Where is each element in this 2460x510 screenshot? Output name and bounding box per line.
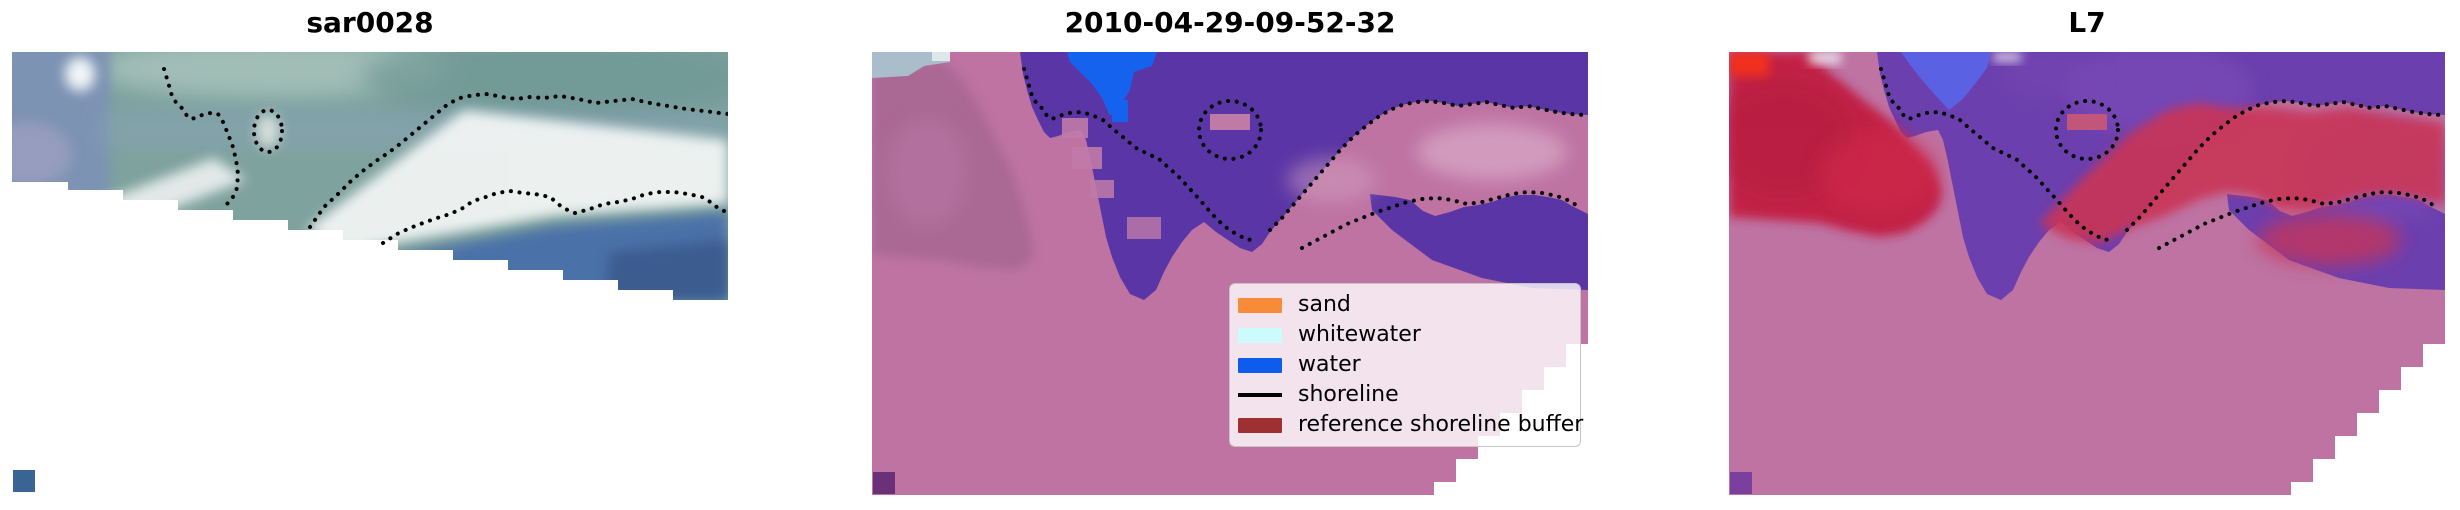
panel-l7: L7: [1729, 0, 2445, 510]
classified-loop-interior: [1210, 114, 1250, 130]
sar-corner-marker: [13, 470, 35, 492]
l7-bright-red-corner: [1729, 52, 1769, 76]
legend-item-reference-shoreline-buffer: reference shoreline buffer: [1238, 410, 1583, 440]
sar-image: [12, 52, 728, 492]
shoreline-dotted-overlay: [1022, 67, 1586, 250]
shoreline-dotted-overlay: [1879, 67, 2443, 250]
l7-loop-interior: [2067, 114, 2107, 130]
reference-shoreline-buffer-swatch: [1238, 417, 1282, 433]
classified-topleft-strip: [872, 52, 950, 78]
panel-title-sar0028: sar0028: [306, 6, 434, 39]
sand-swatch: [1238, 297, 1282, 313]
legend: sand whitewater water shoreline referenc…: [1229, 283, 1583, 447]
legend-item-shoreline: shoreline: [1238, 380, 1572, 410]
legend-label: reference shoreline buffer: [1298, 412, 1584, 437]
l7-blue-violet-patch: [1901, 52, 1991, 110]
panel-title-l7: L7: [2068, 6, 2106, 39]
l7-image-art: [1729, 52, 2445, 495]
l7-image: [1729, 52, 2445, 495]
legend-item-sand: sand: [1238, 290, 1572, 320]
whitewater-swatch: [1238, 327, 1282, 343]
sar-image-art: [12, 52, 728, 300]
classified-corner-marker: [873, 472, 895, 494]
classified-water-patch: [1067, 52, 1157, 116]
shoreline-line-swatch: [1238, 393, 1282, 397]
water-swatch: [1238, 357, 1282, 373]
legend-label: whitewater: [1298, 322, 1421, 347]
legend-item-whitewater: whitewater: [1238, 320, 1572, 350]
legend-label: shoreline: [1298, 382, 1399, 407]
panel-sar0028: sar0028: [12, 0, 728, 510]
legend-label: water: [1298, 352, 1361, 377]
legend-label: sand: [1298, 292, 1351, 317]
l7-corner-marker: [1730, 472, 1752, 494]
panel-title-classified: 2010-04-29-09-52-32: [1064, 6, 1396, 39]
legend-item-water: water: [1238, 350, 1572, 380]
shoreline-dotted-overlay: [162, 67, 728, 245]
